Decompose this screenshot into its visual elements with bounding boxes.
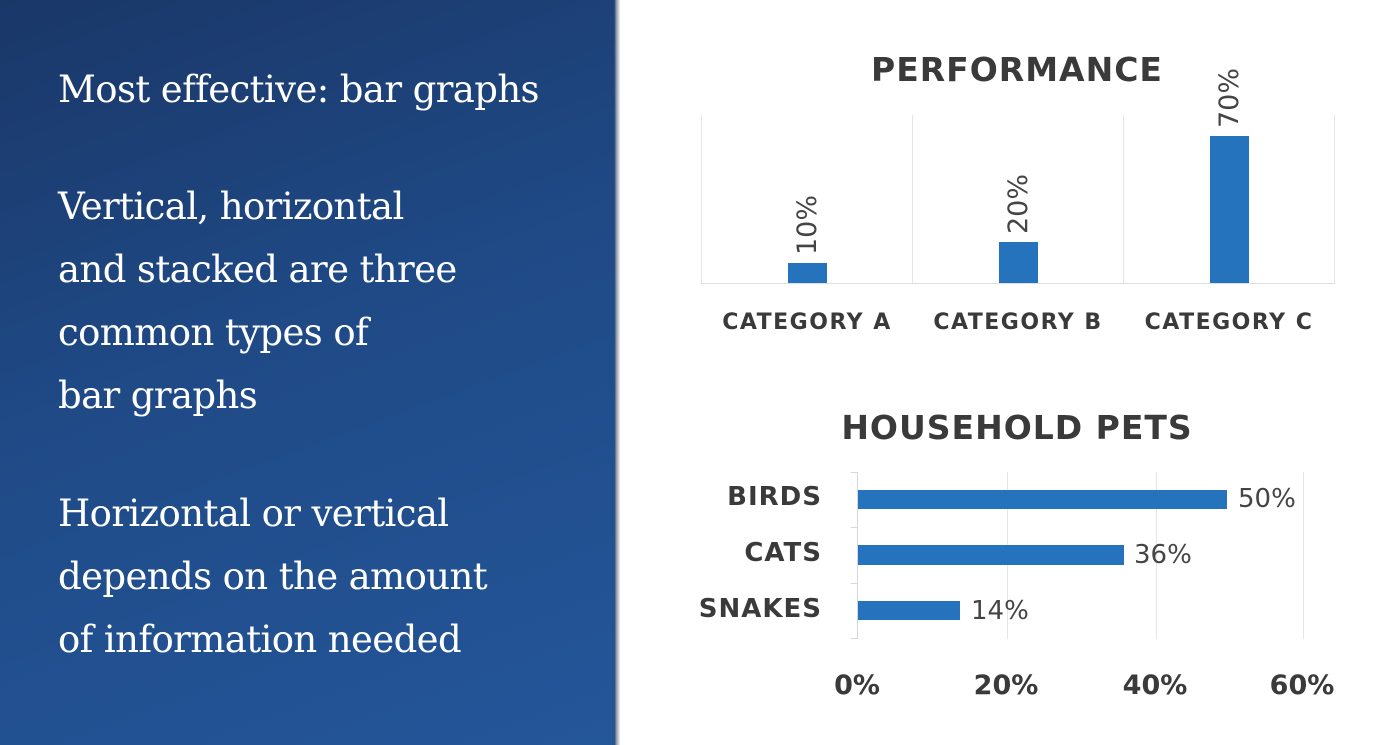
panel-divider (614, 0, 620, 745)
gridline (912, 115, 913, 284)
bullet-line: common types of (58, 311, 369, 354)
gridline (1334, 115, 1335, 284)
category-label-c: CATEGORY C (1144, 310, 1314, 335)
bullet-line: and stacked are three (58, 248, 457, 291)
y-tick (851, 527, 857, 528)
value-label-snakes: 14% (971, 596, 1029, 626)
x-tick-40: 40% (1122, 670, 1188, 701)
bullet-line: Horizontal or vertical (58, 492, 449, 535)
row-label-snakes: SNAKES (698, 594, 822, 624)
bullet-line: Most effective: bar graphs (58, 68, 540, 111)
category-label-b: CATEGORY B (933, 310, 1103, 335)
bullet-line: depends on the amount (58, 555, 488, 598)
value-label-category-c: 70% (1214, 67, 1245, 128)
bullet-line: Vertical, horizontal (58, 185, 404, 228)
gridline-60 (1303, 472, 1304, 639)
bar-category-a (788, 263, 827, 283)
x-tick-20: 20% (973, 670, 1039, 701)
bullet-orientation: Horizontal or vertical depends on the am… (58, 482, 488, 671)
y-tick (851, 583, 857, 584)
bar-birds (858, 490, 1227, 509)
x-tick-0: 0% (834, 670, 880, 701)
bullet-types: Vertical, horizontal and stacked are thr… (58, 175, 457, 427)
bullet-most-effective: Most effective: bar graphs (58, 58, 540, 121)
bar-snakes (858, 601, 960, 620)
gridline (701, 115, 702, 284)
performance-chart-title: PERFORMANCE (871, 50, 1163, 89)
bar-category-b (999, 242, 1038, 283)
x-axis-baseline (701, 283, 1335, 284)
household-pets-chart-title: HOUSEHOLD PETS (841, 408, 1193, 447)
bar-cats (858, 545, 1124, 565)
row-label-cats: CATS (744, 538, 822, 568)
bullet-line: bar graphs (58, 374, 258, 417)
category-label-a: CATEGORY A (722, 310, 892, 335)
value-label-birds: 50% (1238, 484, 1296, 514)
text-panel (0, 0, 614, 745)
value-label-category-a: 10% (792, 194, 823, 255)
x-tick-60: 60% (1269, 670, 1335, 701)
y-tick (851, 638, 857, 639)
y-axis-line (857, 472, 858, 639)
y-tick (851, 472, 857, 473)
bullet-line: of information needed (58, 618, 462, 661)
value-label-cats: 36% (1134, 540, 1192, 570)
bar-category-c (1210, 136, 1249, 283)
value-label-category-b: 20% (1003, 173, 1034, 234)
gridline (1123, 115, 1124, 284)
row-label-birds: BIRDS (727, 482, 822, 512)
gridline-40 (1156, 472, 1157, 639)
